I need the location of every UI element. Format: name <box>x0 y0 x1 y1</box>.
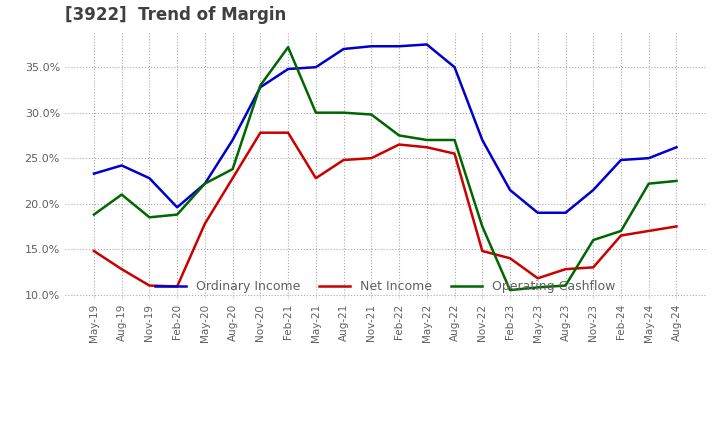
Net Income <box>423 145 431 150</box>
Net Income <box>561 267 570 272</box>
Ordinary Income <box>339 46 348 51</box>
Net Income <box>117 267 126 272</box>
Net Income <box>89 248 98 253</box>
Operating Cashflow <box>228 166 237 172</box>
Line: Ordinary Income: Ordinary Income <box>94 44 677 213</box>
Operating Cashflow <box>395 133 403 138</box>
Net Income <box>534 275 542 281</box>
Ordinary Income <box>423 42 431 47</box>
Operating Cashflow <box>89 212 98 217</box>
Line: Operating Cashflow: Operating Cashflow <box>94 47 677 290</box>
Operating Cashflow <box>534 285 542 290</box>
Operating Cashflow <box>505 287 514 293</box>
Net Income <box>616 233 625 238</box>
Ordinary Income <box>589 187 598 193</box>
Operating Cashflow <box>367 112 376 117</box>
Ordinary Income <box>256 84 265 90</box>
Net Income <box>145 283 154 288</box>
Operating Cashflow <box>644 181 653 186</box>
Ordinary Income <box>534 210 542 216</box>
Ordinary Income <box>89 171 98 176</box>
Net Income <box>339 158 348 163</box>
Operating Cashflow <box>256 83 265 88</box>
Ordinary Income <box>284 66 292 72</box>
Net Income <box>173 284 181 289</box>
Operating Cashflow <box>173 212 181 217</box>
Net Income <box>256 130 265 136</box>
Operating Cashflow <box>145 215 154 220</box>
Ordinary Income <box>450 65 459 70</box>
Operating Cashflow <box>339 110 348 115</box>
Net Income <box>228 176 237 181</box>
Operating Cashflow <box>201 181 210 186</box>
Ordinary Income <box>478 137 487 143</box>
Ordinary Income <box>312 65 320 70</box>
Operating Cashflow <box>284 44 292 50</box>
Operating Cashflow <box>117 192 126 197</box>
Net Income <box>589 265 598 270</box>
Operating Cashflow <box>312 110 320 115</box>
Ordinary Income <box>145 176 154 181</box>
Ordinary Income <box>173 205 181 210</box>
Net Income <box>505 256 514 261</box>
Net Income <box>644 228 653 234</box>
Net Income <box>312 176 320 181</box>
Operating Cashflow <box>561 283 570 288</box>
Ordinary Income <box>616 158 625 163</box>
Net Income <box>395 142 403 147</box>
Operating Cashflow <box>672 178 681 183</box>
Operating Cashflow <box>616 228 625 234</box>
Net Income <box>450 151 459 156</box>
Ordinary Income <box>117 163 126 168</box>
Net Income <box>672 224 681 229</box>
Operating Cashflow <box>423 137 431 143</box>
Ordinary Income <box>395 44 403 49</box>
Operating Cashflow <box>589 238 598 243</box>
Net Income <box>201 221 210 226</box>
Net Income <box>284 130 292 136</box>
Operating Cashflow <box>450 137 459 143</box>
Net Income <box>367 155 376 161</box>
Ordinary Income <box>672 145 681 150</box>
Ordinary Income <box>644 155 653 161</box>
Ordinary Income <box>228 137 237 143</box>
Operating Cashflow <box>478 224 487 229</box>
Line: Net Income: Net Income <box>94 133 677 286</box>
Net Income <box>478 248 487 253</box>
Legend: Ordinary Income, Net Income, Operating Cashflow: Ordinary Income, Net Income, Operating C… <box>150 275 621 298</box>
Ordinary Income <box>561 210 570 216</box>
Ordinary Income <box>367 44 376 49</box>
Ordinary Income <box>505 187 514 193</box>
Text: [3922]  Trend of Margin: [3922] Trend of Margin <box>65 6 286 24</box>
Ordinary Income <box>201 181 210 186</box>
